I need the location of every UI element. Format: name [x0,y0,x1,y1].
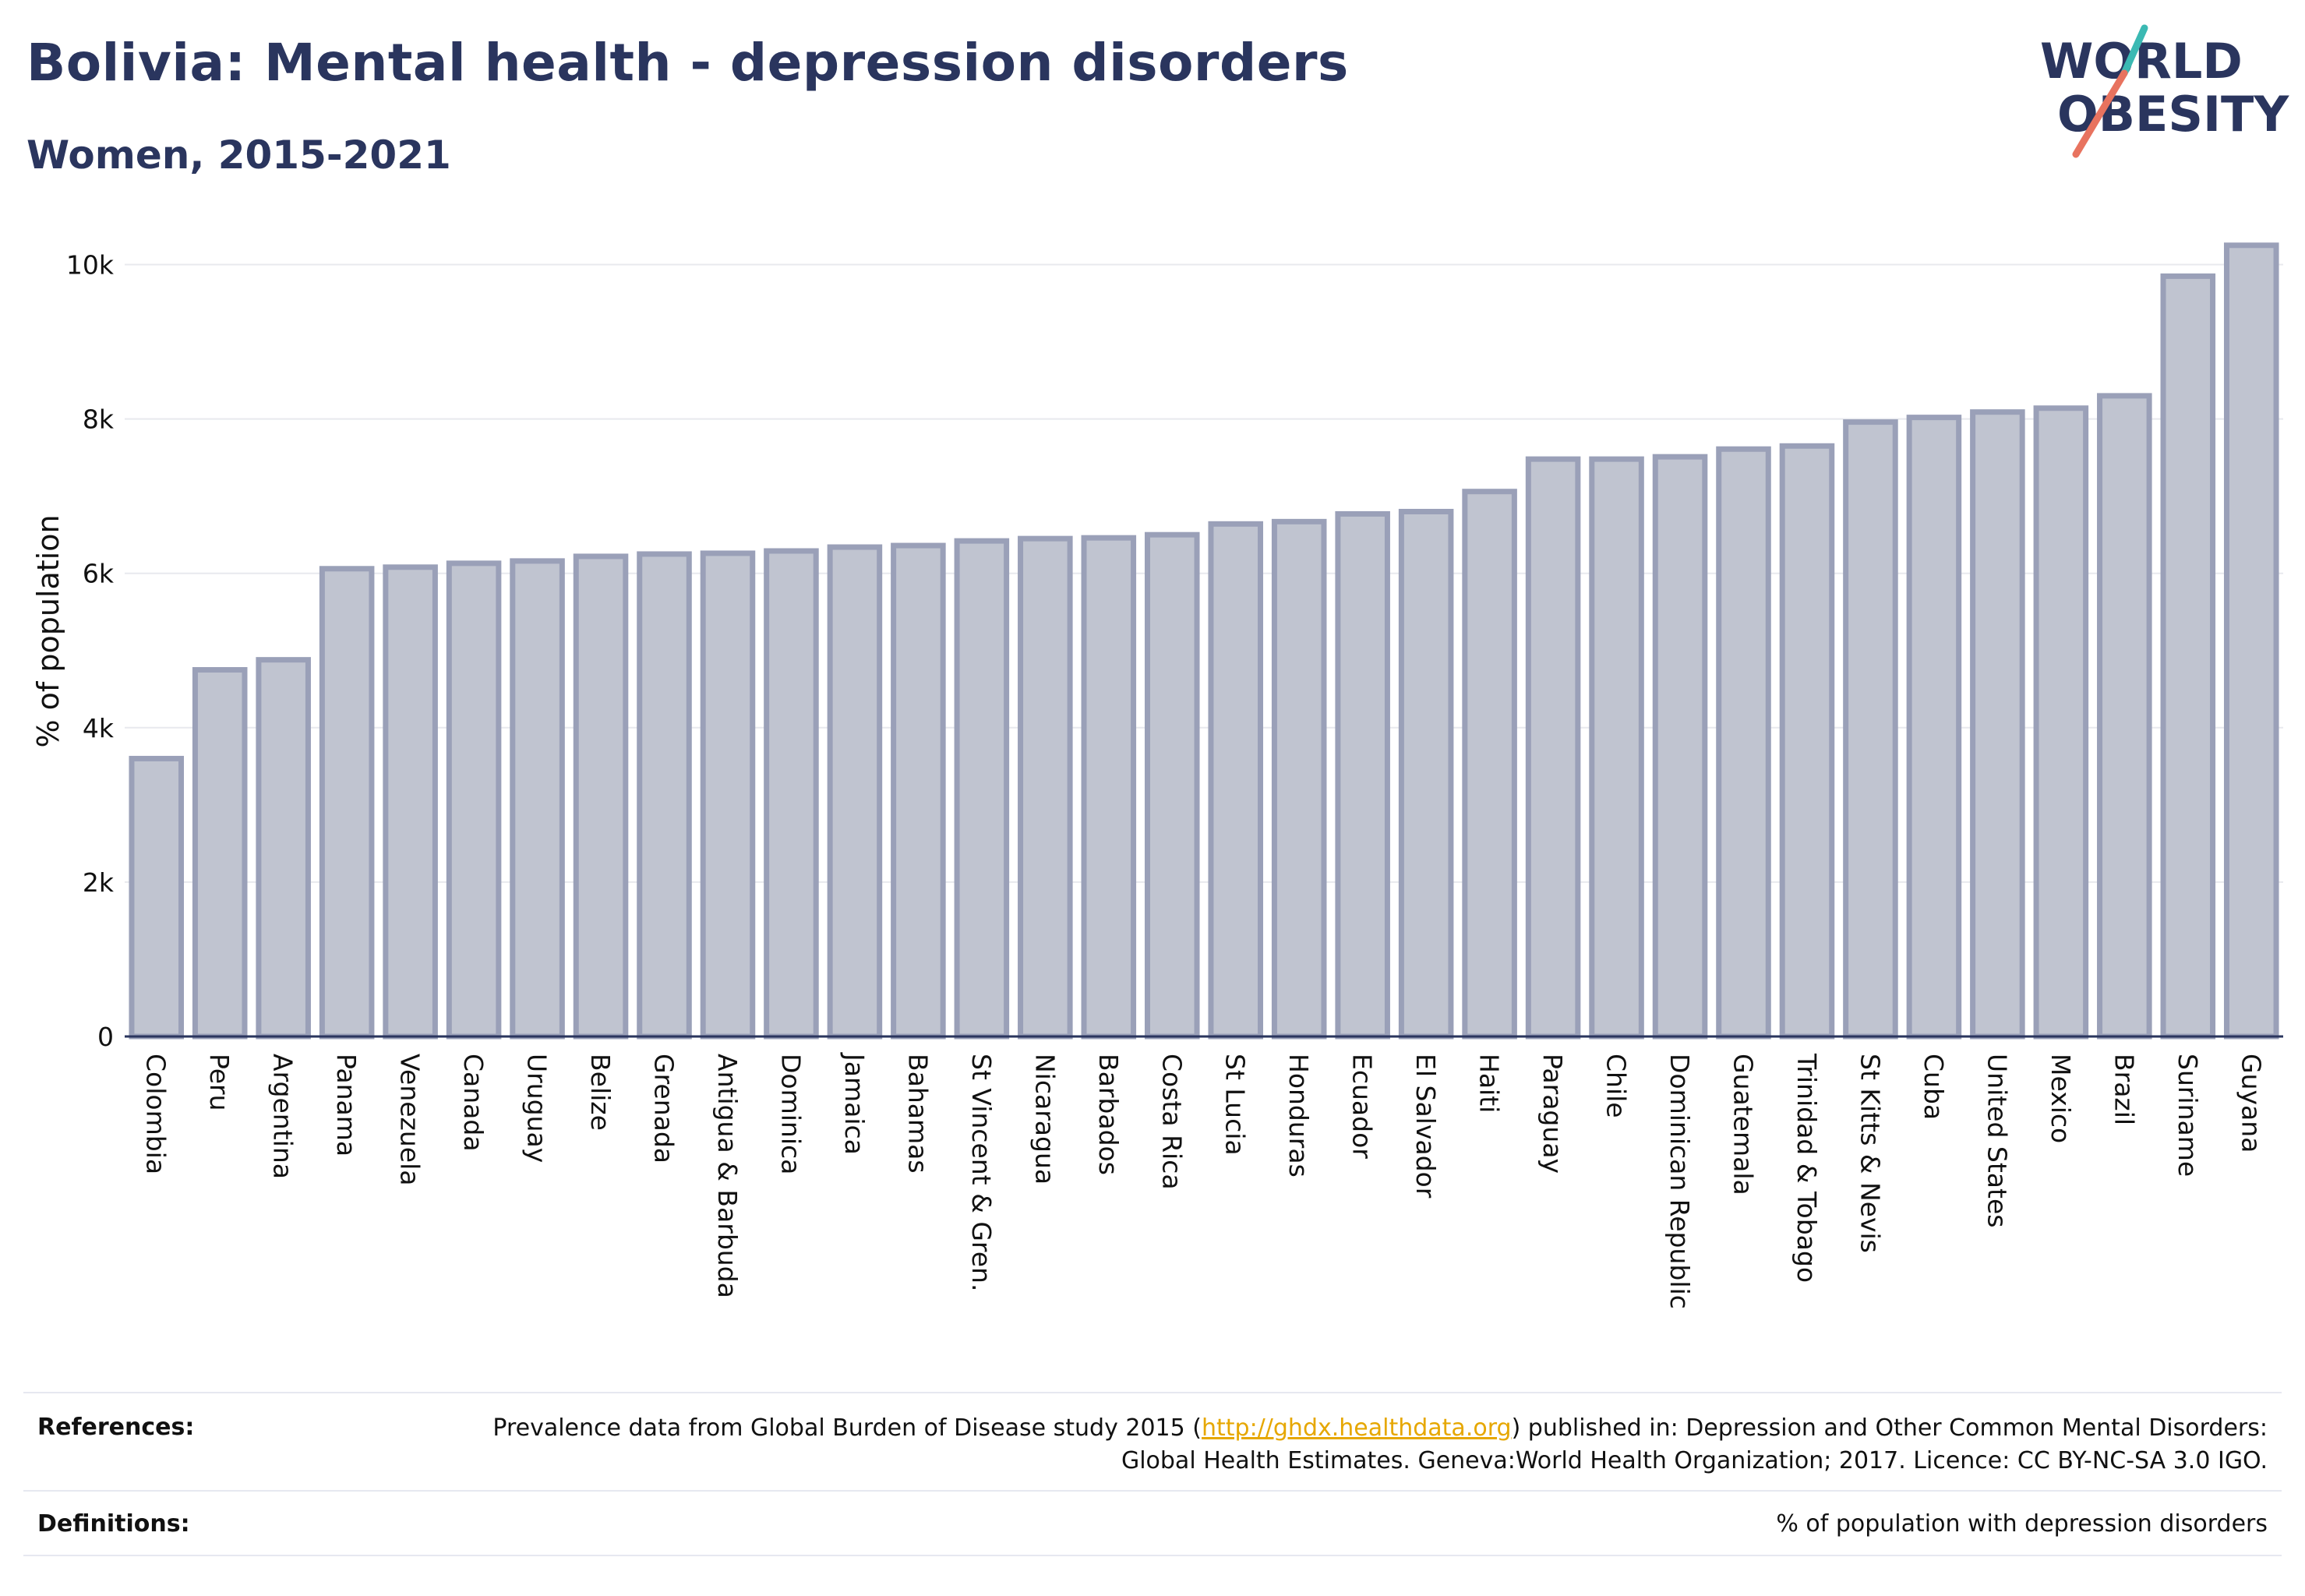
x-tick-label: St Lucia [1220,1054,1251,1156]
bar[interactable] [1589,456,1644,1040]
x-tick-label: United States [1982,1054,2012,1227]
bar[interactable] [764,548,819,1040]
footer-divider-middle [23,1490,2282,1492]
x-tick-label: Argentina [268,1054,298,1179]
bar[interactable] [256,657,311,1040]
x-tick-label: Jamaica [839,1052,870,1155]
x-tick-label: Mexico [2046,1054,2076,1143]
x-tick-label: St Vincent & Gren. [966,1054,997,1291]
bar-chart: 0 2k 4k 6k 8k 10k Colombia Peru Argentina Panama… [31,242,2283,1309]
bar[interactable] [891,542,946,1040]
bar[interactable] [383,564,438,1040]
bar[interactable] [1525,456,1581,1040]
x-tick-label: Venezuela [395,1054,425,1185]
bar[interactable] [573,553,629,1040]
bar[interactable] [1779,443,1835,1040]
x-tick-label: El Salvador [1410,1054,1441,1199]
references-section: References: Prevalence data from Global … [23,1403,2282,1488]
logo-slash-coral [2072,69,2128,158]
bar[interactable] [1652,454,1708,1040]
definitions-text: % of population with depression disorder… [1776,1510,2268,1538]
x-tick-label: Bahamas [902,1054,933,1174]
x-tick-label: Haiti [1474,1054,1505,1113]
x-tick-label: Honduras [1283,1054,1314,1178]
chart-subtitle: Women, 2015-2021 [26,132,451,178]
bar[interactable] [2097,393,2152,1040]
bar[interactable] [2223,242,2279,1040]
x-tick-label: Costa Rica [1156,1054,1187,1190]
x-tick-label: Trinidad & Tobago [1791,1053,1822,1283]
y-tick-label: 10k [66,250,115,281]
world-obesity-logo: WORLD OBESITY [2040,24,2289,158]
bar[interactable] [1716,446,1771,1040]
bar[interactable] [637,551,692,1040]
bar[interactable] [1018,535,1073,1040]
bar[interactable] [1462,489,1517,1040]
x-tick-label: Peru [204,1054,235,1111]
bar[interactable] [510,558,565,1040]
bar[interactable] [1335,510,1390,1040]
x-tick-label: Canada [458,1054,489,1152]
bar[interactable] [1843,419,1898,1040]
bar[interactable] [446,560,502,1040]
bar[interactable] [192,667,248,1040]
x-tick-label: Belize [585,1054,616,1131]
x-tick-label: Ecuador [1347,1054,1378,1159]
x-tick-label: Colombia [141,1054,171,1174]
definitions-label: Definitions: [37,1510,190,1538]
x-tick-label: St Kitts & Nevis [1855,1054,1885,1253]
bar[interactable] [954,538,1010,1040]
y-axis-label: % of population [31,514,65,747]
x-tick-label: Guyana [2236,1054,2266,1153]
bar[interactable] [2160,273,2216,1040]
bar[interactable] [1081,535,1137,1040]
y-tick-label: 0 [97,1022,114,1052]
bar[interactable] [1398,508,1454,1040]
footer-divider-top [23,1392,2282,1393]
bar[interactable] [1970,409,2025,1040]
x-tick-label: Brazil [2109,1054,2139,1125]
y-axis-ticks: 0 2k 4k 6k 8k 10k [66,250,115,1052]
x-tick-label: Barbados [1093,1054,1124,1175]
bar[interactable] [1271,518,1327,1040]
bar[interactable] [827,544,883,1040]
bar[interactable] [2033,405,2089,1040]
y-tick-label: 6k [83,559,115,589]
x-tick-label: Paraguay [1537,1054,1568,1174]
bar[interactable] [700,550,756,1040]
bar[interactable] [319,566,375,1040]
y-tick-label: 8k [83,404,115,435]
chart-title: Bolivia: Mental health - depression diso… [26,33,1349,93]
bar[interactable] [129,755,185,1040]
x-tick-label: Chile [1601,1054,1632,1118]
bar[interactable] [1906,415,1962,1040]
x-axis-labels: Colombia Peru Argentina Panama Venezuela Cana… [141,1052,2267,1309]
x-tick-label: Nicaragua [1029,1054,1060,1185]
definitions-section: Definitions: % of population with depres… [23,1496,2282,1559]
x-tick-label: Cuba [1918,1054,1949,1120]
x-tick-label: Antigua & Barbuda [712,1054,743,1298]
x-tick-label: Dominican Republic [1664,1054,1695,1309]
logo-slash-teal [2120,24,2148,77]
x-tick-label: Guatemala [1728,1054,1759,1195]
x-tick-label: Suriname [2173,1054,2203,1177]
x-tick-label: Panama [331,1054,362,1156]
x-tick-label: Dominica [775,1054,806,1174]
references-text-before: Prevalence data from Global Burden of Di… [492,1414,1202,1442]
x-tick-label: Uruguay [522,1054,552,1163]
references-label: References: [37,1414,195,1441]
references-link[interactable]: http://ghdx.healthdata.org [1201,1414,1512,1442]
bar[interactable] [1208,521,1264,1040]
bar[interactable] [1144,531,1200,1040]
y-tick-label: 4k [83,713,115,743]
references-text: Prevalence data from Global Burden of Di… [475,1412,2268,1478]
references-text-after: ) published in: Depression and Other Com… [1121,1414,2268,1474]
y-tick-label: 2k [83,867,115,898]
footer-divider-bottom [23,1555,2282,1556]
bars [129,242,2279,1040]
x-tick-label: Grenada [649,1054,679,1163]
